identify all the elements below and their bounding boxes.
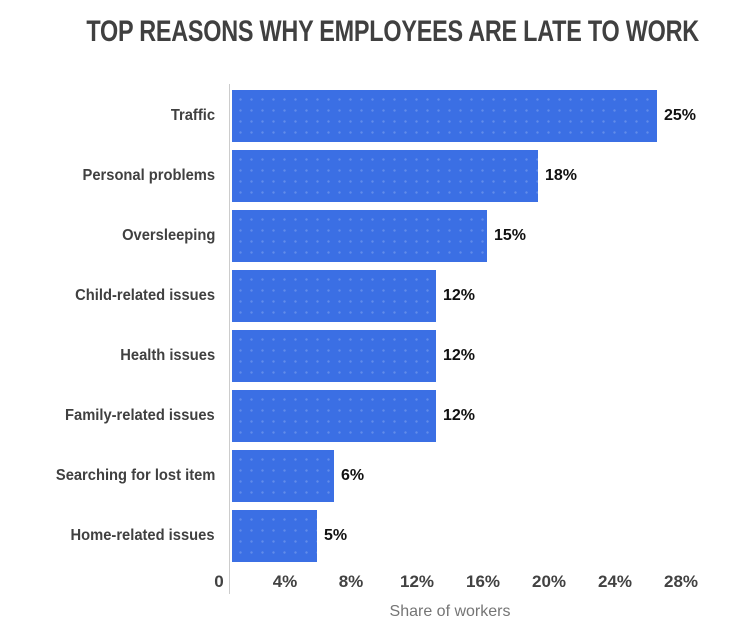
bar-track: 6% bbox=[232, 450, 740, 502]
plot-area: Traffic 25% Personal problems 18% Oversl… bbox=[0, 86, 740, 566]
bar-track: 18% bbox=[232, 150, 740, 202]
bar bbox=[232, 210, 487, 262]
bar-value-label: 18% bbox=[545, 167, 578, 184]
chart-title: TOP REASONS WHY EMPLOYEES ARE LATE TO WO… bbox=[0, 15, 740, 49]
x-tick: 12% bbox=[399, 572, 435, 591]
bar-track: 5% bbox=[232, 510, 740, 562]
bar-value-label: 12% bbox=[443, 407, 476, 424]
y-axis-line bbox=[229, 84, 230, 594]
x-tick: 24% bbox=[597, 572, 633, 591]
bar-value-label: 15% bbox=[494, 227, 527, 244]
category-label: Searching for lost item bbox=[55, 467, 215, 484]
bar bbox=[232, 390, 436, 442]
bar-track: 15% bbox=[232, 210, 740, 262]
x-tick: 28% bbox=[663, 572, 699, 591]
category-label: Child-related issues bbox=[75, 287, 215, 304]
x-tick: 0 bbox=[214, 572, 224, 591]
bar bbox=[232, 150, 538, 202]
bar-value-label: 5% bbox=[324, 527, 348, 544]
category-label: Health issues bbox=[120, 347, 215, 364]
x-axis-title: Share of workers bbox=[389, 603, 511, 620]
bar bbox=[232, 270, 436, 322]
bar-track: 25% bbox=[232, 90, 740, 142]
bar-value-label: 12% bbox=[443, 287, 476, 304]
bar-row: Personal problems 18% bbox=[0, 146, 740, 206]
category-label: Traffic bbox=[170, 107, 215, 124]
x-tick: 16% bbox=[465, 572, 501, 591]
bar bbox=[232, 510, 317, 562]
category-label: Family-related issues bbox=[65, 407, 215, 424]
x-tick: 4% bbox=[272, 572, 298, 591]
x-tick: 8% bbox=[338, 572, 364, 591]
x-tick: 20% bbox=[531, 572, 567, 591]
bar-row: Home-related issues 5% bbox=[0, 506, 740, 566]
category-label: Home-related issues bbox=[71, 527, 215, 544]
category-label: Oversleeping bbox=[121, 227, 215, 244]
bar-row: Child-related issues 12% bbox=[0, 266, 740, 326]
bar-value-label: 25% bbox=[664, 107, 697, 124]
bar-row: Family-related issues 12% bbox=[0, 386, 740, 446]
bar bbox=[232, 450, 334, 502]
bar-value-label: 12% bbox=[443, 347, 476, 364]
bar-row: Traffic 25% bbox=[0, 86, 740, 146]
chart-title-text: TOP REASONS WHY EMPLOYEES ARE LATE TO WO… bbox=[86, 15, 699, 48]
bar-row: Oversleeping 15% bbox=[0, 206, 740, 266]
bar-row: Searching for lost item 6% bbox=[0, 446, 740, 506]
bar-value-label: 6% bbox=[341, 467, 365, 484]
x-axis: 0 4% 8% 12% 16% 20% 24% 28% bbox=[214, 572, 699, 592]
bar-track: 12% bbox=[232, 390, 740, 442]
bar-row: Health issues 12% bbox=[0, 326, 740, 386]
bar-track: 12% bbox=[232, 270, 740, 322]
category-label: Personal problems bbox=[82, 167, 215, 184]
bar-track: 12% bbox=[232, 330, 740, 382]
bar bbox=[232, 90, 657, 142]
bar bbox=[232, 330, 436, 382]
